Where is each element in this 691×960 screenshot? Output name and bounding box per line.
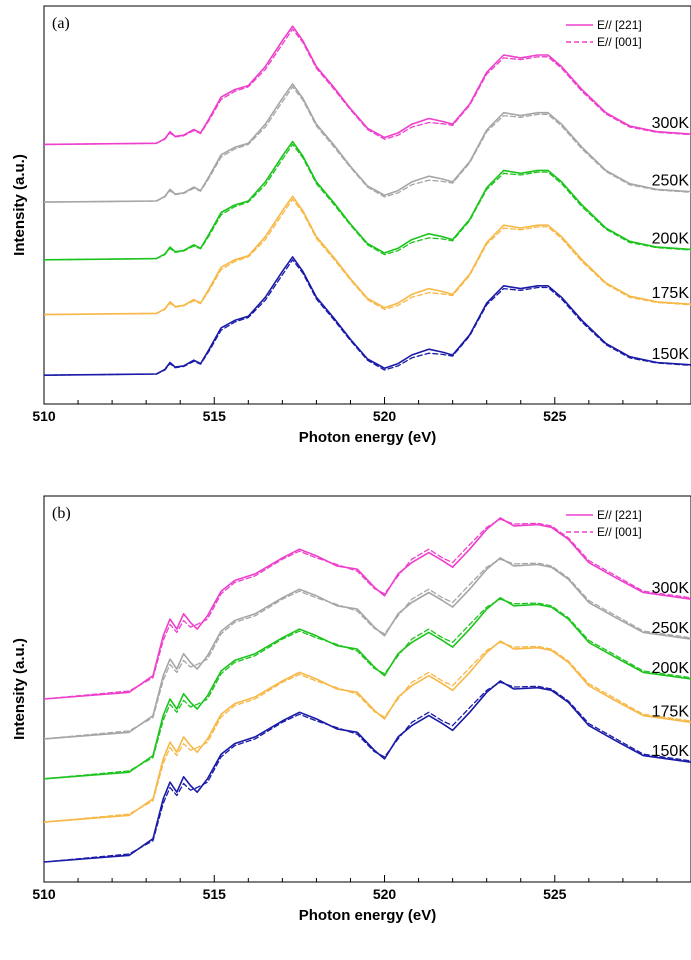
- temperature-label: 200K: [652, 660, 690, 677]
- y-axis-label: Intensity (a.u.): [11, 638, 28, 740]
- x-axis-label: Photon energy (eV): [299, 429, 437, 446]
- x-axis-label: Photon energy (eV): [299, 907, 437, 924]
- series-175K-e221: [44, 640, 691, 823]
- temperature-label: 150K: [652, 743, 690, 760]
- series-200K-e001: [44, 598, 691, 780]
- temperature-label: 175K: [652, 285, 690, 302]
- series-150K-e001: [44, 681, 691, 863]
- series-250K-e221: [44, 83, 691, 203]
- x-tick-label: 520: [373, 886, 397, 902]
- x-tick-label: 515: [203, 408, 227, 424]
- legend-label: E// [221]: [597, 18, 642, 32]
- series-300K-e001: [44, 518, 691, 700]
- plot-frame: [43, 5, 691, 405]
- legend: E// [221] E// [001]: [566, 18, 642, 49]
- series-175K-e001: [44, 198, 691, 316]
- temperature-label: 300K: [652, 580, 690, 597]
- panel-label: (a): [52, 15, 70, 32]
- series-200K-e001: [44, 143, 691, 261]
- legend-label: E// [001]: [597, 525, 642, 539]
- x-tick-label: 515: [203, 886, 227, 902]
- temperature-label: 200K: [652, 230, 690, 247]
- series-200K-e221: [44, 597, 691, 780]
- x-tick-label: 510: [32, 408, 56, 424]
- series-175K-e221: [44, 195, 691, 316]
- curves: [44, 517, 691, 863]
- curves: [44, 25, 691, 376]
- plot-frame: [43, 495, 691, 883]
- x-tick-label: 520: [373, 408, 397, 424]
- legend-label: E// [001]: [597, 35, 642, 49]
- panel-a: 510 515 520 525 Photon energy (eV) Intensity …: [11, 5, 691, 446]
- temperature-label: 250K: [652, 620, 690, 637]
- series-250K-e221: [44, 557, 691, 740]
- panel-b: 510 515 520 525 Photon energy (eV) Intensity …: [11, 495, 691, 924]
- x-tick-label: 525: [543, 408, 567, 424]
- temperature-label: 300K: [652, 115, 690, 132]
- series-150K-e001: [44, 259, 691, 376]
- series-200K-e221: [44, 140, 691, 261]
- temperature-label: 250K: [652, 173, 690, 190]
- series-150K-e221: [44, 256, 691, 376]
- series-150K-e221: [44, 680, 691, 863]
- series-300K-e221: [44, 517, 691, 700]
- x-tick-label: 510: [32, 886, 56, 902]
- series-300K-e001: [44, 28, 691, 146]
- series-300K-e221: [44, 25, 691, 146]
- temperature-label: 150K: [652, 346, 690, 363]
- y-axis-label: Intensity (a.u.): [11, 154, 28, 256]
- x-tick-label: 525: [543, 886, 567, 902]
- legend: E// [221] E// [001]: [566, 508, 642, 539]
- series-175K-e001: [44, 641, 691, 823]
- panel-label: (b): [52, 505, 71, 522]
- series-250K-e001: [44, 558, 691, 740]
- temperature-label: 175K: [652, 703, 690, 720]
- series-250K-e001: [44, 86, 691, 203]
- legend-label: E// [221]: [597, 508, 642, 522]
